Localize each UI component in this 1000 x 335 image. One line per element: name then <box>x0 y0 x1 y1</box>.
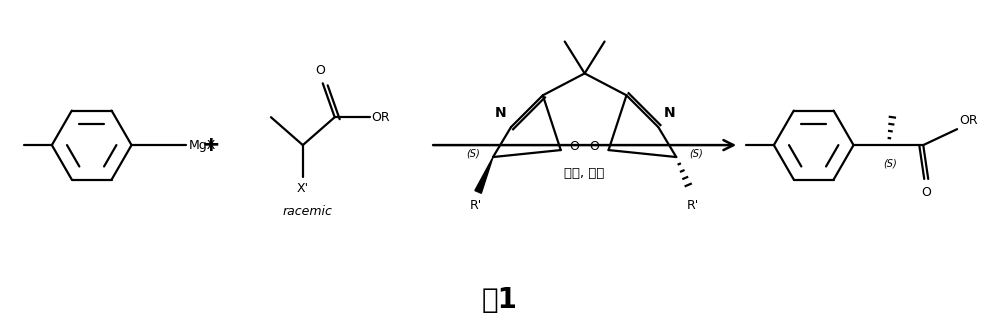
Text: OR: OR <box>959 114 978 127</box>
Text: OR: OR <box>372 111 390 124</box>
Text: O: O <box>570 140 580 152</box>
Text: N: N <box>663 106 675 120</box>
Text: (S): (S) <box>689 148 703 158</box>
Text: R': R' <box>470 199 482 212</box>
Text: 式1: 式1 <box>482 286 518 314</box>
Polygon shape <box>475 157 493 193</box>
Text: R': R' <box>687 199 699 212</box>
Text: racemic: racemic <box>283 205 333 218</box>
Text: (S): (S) <box>883 158 897 168</box>
Text: 钴盐, 溶剂: 钴盐, 溶剂 <box>564 167 605 180</box>
Text: +: + <box>202 135 221 155</box>
Text: O: O <box>590 140 600 152</box>
Text: MgX: MgX <box>188 139 216 152</box>
Text: X': X' <box>297 182 309 195</box>
Text: N: N <box>494 106 506 120</box>
Text: (S): (S) <box>466 148 480 158</box>
Text: O: O <box>921 186 931 199</box>
Text: O: O <box>315 64 325 77</box>
